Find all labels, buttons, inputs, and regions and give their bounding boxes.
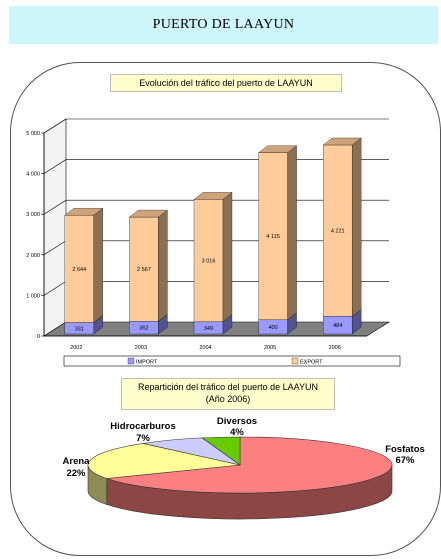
legend-swatch-import	[127, 357, 135, 365]
bar-export-2004-side	[222, 192, 233, 323]
bar-chart-legend	[63, 355, 401, 367]
y-tick-label: 2 000	[26, 253, 40, 259]
pie-chart-subtitle: (Año 2006)	[205, 394, 251, 404]
bar-export-2002-top	[64, 208, 104, 216]
bar-export-2006-side	[352, 137, 362, 317]
export-value-label: 4 115	[266, 234, 279, 240]
bar-chart-side-wall	[43, 118, 67, 337]
x-tick-label: 2006	[329, 345, 341, 351]
x-tick-label: 2004	[199, 345, 211, 351]
pie-percent-hidrocarburos: 7%	[136, 433, 150, 444]
pie-percent-fosfatos: 67%	[395, 455, 415, 466]
bar-export-2003-side	[158, 209, 168, 322]
bar-export-2006	[322, 137, 362, 317]
pie-percent-arena: 22%	[66, 468, 86, 479]
y-tick-label: 4 000	[26, 172, 40, 178]
bar-export-2004	[193, 192, 233, 323]
bar-chart-title: Evolución del tráfico del puerto de LAAY…	[139, 78, 313, 88]
y-tick-label: 3 000	[26, 212, 40, 218]
pie-percent-diversos: 4%	[230, 427, 244, 438]
pie-label-arena: Arena	[63, 456, 91, 467]
bar-export-2004-top	[193, 192, 233, 200]
bar-export-2003-front	[129, 216, 159, 322]
import-value-label: 400	[269, 325, 278, 331]
legend-label-export: EXPORT	[300, 360, 323, 366]
export-value-label: 4 221	[331, 229, 345, 235]
pie-slice-diversos	[201, 436, 241, 466]
page-banner: PUERTO DE LAAYUN	[9, 6, 438, 44]
pie-label-diversos: Diversos	[217, 416, 257, 427]
y-tick-label: 1 000	[26, 293, 40, 299]
bar-export-2004-front	[193, 199, 224, 322]
bar-export-2005-side	[287, 145, 297, 321]
x-tick-label: 2005	[264, 345, 276, 351]
page-title: PUERTO DE LAAYUN	[152, 17, 295, 32]
y-tick-label: 0	[37, 334, 40, 340]
export-value-label: 2 567	[137, 267, 151, 273]
pie-slice-fosfatos	[106, 436, 393, 494]
export-value-label: 2 644	[72, 267, 86, 273]
y-tick-label: 5 000	[26, 131, 40, 137]
pie-chart-title: Repartición del tráfico del puerto de LA…	[138, 382, 318, 392]
import-value-label: 331	[75, 326, 84, 332]
bar-export-2006-front	[323, 144, 353, 317]
pie-label-fosfatos: Fosfatos	[385, 444, 425, 455]
y-gridline	[43, 118, 389, 134]
bar-export-2003	[128, 209, 168, 322]
x-tick-label: 2003	[135, 345, 147, 351]
bar-export-2002	[64, 207, 104, 323]
pie-chart-title-box: Repartición del tráfico del puerto de LA…	[121, 378, 335, 410]
export-value-label: 3 016	[202, 259, 216, 265]
bar-chart-title-box: Evolución del tráfico del puerto de LAAY…	[110, 74, 342, 92]
legend-swatch-export	[291, 357, 299, 365]
bar-export-2005	[258, 145, 298, 321]
bar-export-2003-top	[128, 209, 168, 218]
bar-export-2005-front	[258, 152, 288, 320]
legend-label-import: IMPORT	[136, 360, 158, 366]
bar-export-2006-top	[322, 137, 362, 146]
bar-export-2005-top	[258, 145, 298, 153]
pie-slice-arena	[87, 443, 241, 479]
pie-label-hidrocarburos: Hidrocarburos	[110, 421, 175, 432]
import-value-label: 484	[333, 323, 342, 329]
bar-export-2002-side	[93, 207, 103, 323]
x-tick-label: 2002	[70, 345, 82, 351]
import-value-label: 362	[139, 326, 148, 332]
import-value-label: 349	[204, 326, 213, 332]
